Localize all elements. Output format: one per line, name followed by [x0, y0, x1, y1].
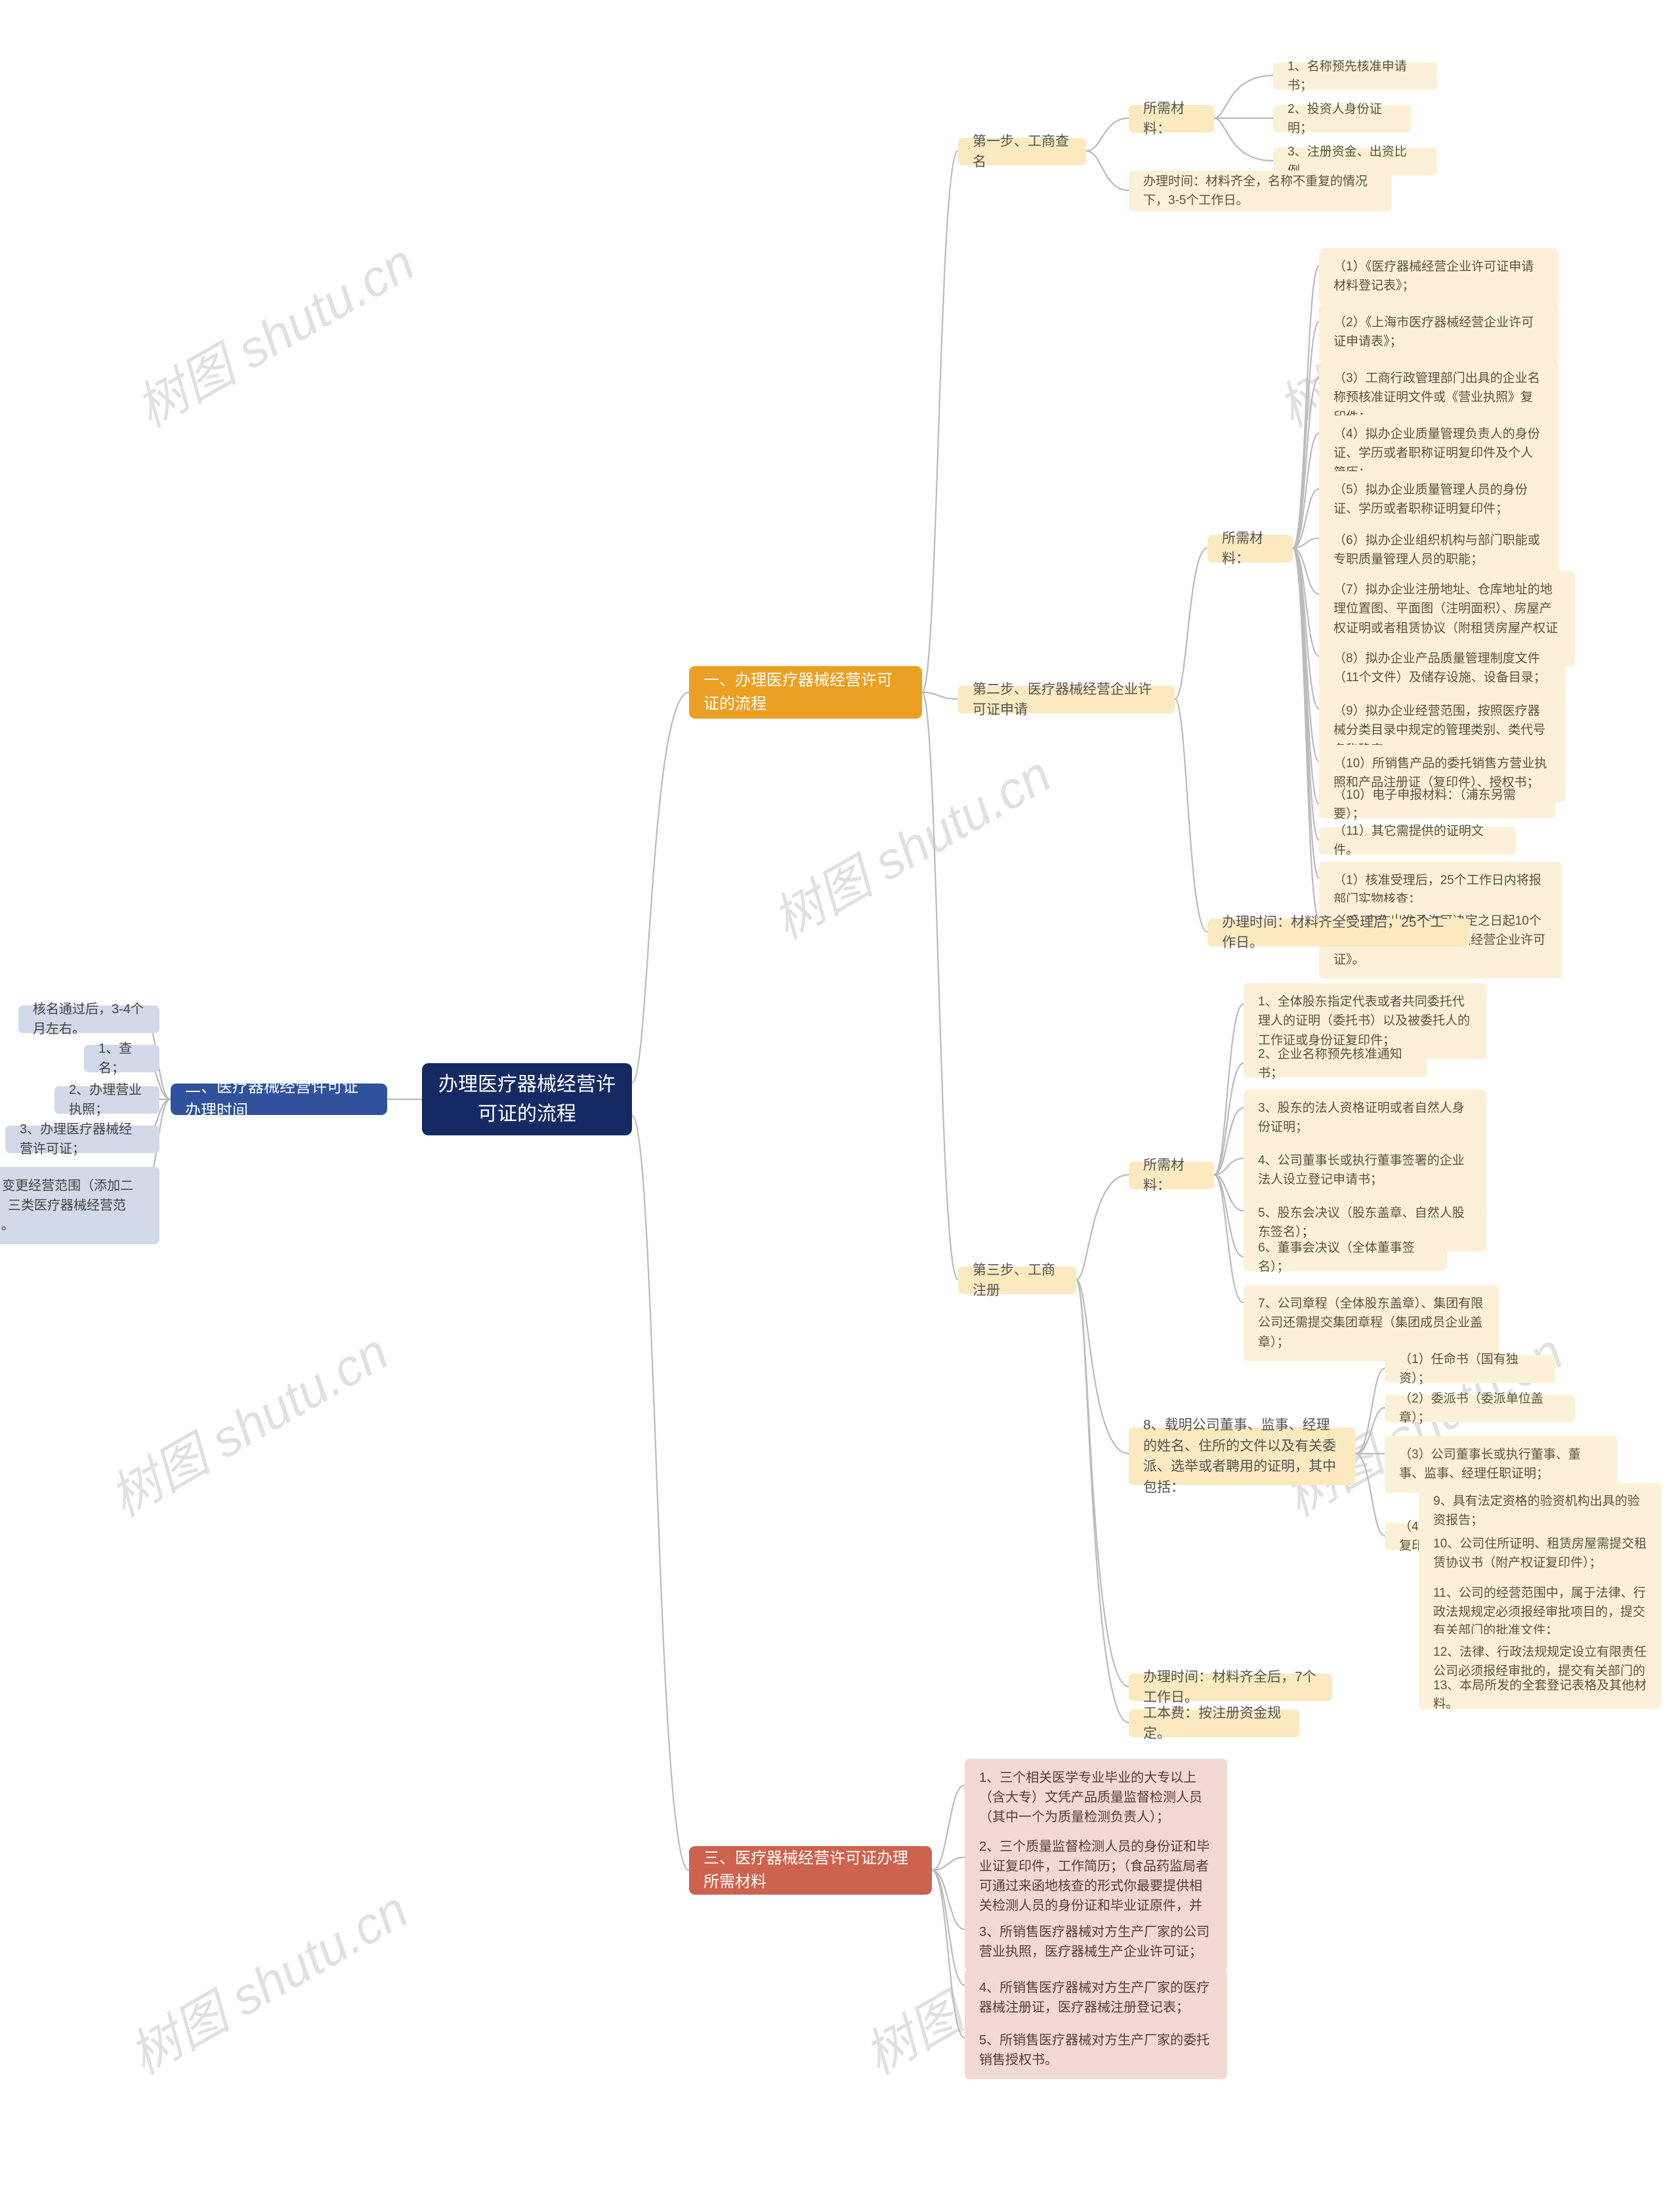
text: 4、公司董事长或执行董事签署的企业法人设立登记申请书；	[1258, 1151, 1472, 1190]
branch-1-label: 一、办理医疗器械经营许可证的流程	[704, 669, 908, 716]
text: 5、股东会决议（股东盖章、自然人股东签名）；	[1258, 1204, 1472, 1242]
b1-step3-materials: 所需材料：	[1129, 1162, 1214, 1189]
b2-i3: 3、办理医疗器械经营许可证；	[5, 1126, 159, 1153]
b1-step1-time: 办理时间：材料齐全，名称不重复的情况下，3-5个工作日。	[1129, 171, 1391, 211]
b1-step2-m5: （5）拟办企业质量管理人员的身份证、学历或者职称证明复印件；	[1319, 471, 1559, 528]
root-title: 办理医疗器械经营许可证的流程	[436, 1070, 618, 1129]
b2-i4: 4、变更经营范围（添加二类、三类医疗器械经营范围）。	[0, 1167, 159, 1244]
mindmap-canvas: 树图 shutu.cn 树图 shutu.cn 树图 shutu.cn 树图 s…	[0, 0, 1680, 2190]
text: 10、公司住所证明、租赁房屋需提交租赁协议书（附产权证复印件）；	[1433, 1535, 1647, 1572]
b1-step1-label: 第一步、工商查名	[973, 131, 1072, 173]
text: （10）电子申报材料：（浦东另需要）；	[1334, 786, 1541, 824]
text: 1、全体股东指定代表或者共同委托代理人的证明（委托书）以及被委托人的工作证或身份…	[1258, 992, 1472, 1050]
b1-step3-m4: 4、公司董事长或执行董事签署的企业法人设立登记申请书；	[1244, 1142, 1486, 1199]
b3-m1: 1、三个相关医学专业毕业的大专以上（含大专）文凭产品质量监督检测人员（其中一个为…	[965, 1759, 1227, 1836]
text: （8）拟办企业产品质量管理制度文件（11个文件）及储存设施、设备目录；	[1334, 649, 1551, 688]
b1-step2-m11: （11）其它需提供的证明文件。	[1319, 827, 1516, 854]
b3-m3: 3、所销售医疗器械对方生产厂家的公司营业执照，医疗器械生产企业许可证；	[965, 1913, 1227, 1971]
text: 11、公司的经营范围中，属于法律、行政法规规定必须报经审批项目的，提交有关部门的…	[1433, 1584, 1647, 1641]
branch-3: 三、医疗器械经营许可证办理所需材料	[689, 1846, 932, 1895]
b3-m4: 4、所销售医疗器械对方生产厂家的医疗器械注册证，医疗器械注册登记表；	[965, 1969, 1227, 2027]
text: 核名通过后，3-4个月左右。	[33, 1000, 145, 1039]
text: 所需材料：	[1222, 528, 1278, 570]
text: 4、所销售医疗器械对方生产厂家的医疗器械注册证，医疗器械注册登记表；	[979, 1978, 1213, 2017]
b1-step2-materials: 所需材料：	[1208, 535, 1293, 562]
branch-2: 二、医疗器械经营许可证办理时间	[171, 1084, 387, 1115]
text: 8、载明公司董事、监事、经理的姓名、住所的文件以及有关委派、选举或者聘用的证明，…	[1143, 1415, 1341, 1498]
b1-step2-m6: （6）拟办企业组织机构与部门职能或专职质量管理人员的职能；	[1319, 522, 1559, 579]
watermark: 树图 shutu.cn	[114, 1870, 419, 2088]
b2-i1: 1、查名；	[84, 1045, 159, 1072]
watermark: 树图 shutu.cn	[94, 1312, 400, 1530]
text: 2、企业名称预先核准通知书；	[1258, 1045, 1413, 1084]
text: 所需材料：	[1143, 1155, 1200, 1196]
text: 13、本局所发的全套登记表格及其他材料。	[1433, 1677, 1647, 1714]
text: （3）公司董事长或执行董事、董事、监事、经理任职证明；	[1399, 1445, 1603, 1484]
b1-step1: 第一步、工商查名	[958, 138, 1086, 165]
text: （1）任命书（国有独资）；	[1399, 1350, 1541, 1389]
text: 办理时间：材料齐全受理后，25个工作日。	[1222, 912, 1456, 954]
b1-step3-m3: 3、股东的法人资格证明或者自然人身份证明；	[1244, 1089, 1486, 1147]
b1-step3-m6: 6、董事会决议（全体董事签名）；	[1244, 1244, 1447, 1271]
b2-i2: 2、办理营业执照；	[54, 1086, 159, 1114]
text: （2）委派书（委派单位盖章）；	[1399, 1389, 1561, 1428]
b1-step2-m1: （1）《医疗器械经营企业许可证申请材料登记表》；	[1319, 248, 1559, 305]
text: （2）《上海市医疗器械经营企业许可证申请表》；	[1334, 313, 1544, 352]
text: 5、所销售医疗器械对方生产厂家的委托销售授权书。	[979, 2031, 1213, 2070]
text: 4、变更经营范围（添加二类、三类医疗器械经营范围）。	[0, 1176, 145, 1235]
b1-step2-m2: （2）《上海市医疗器械经营企业许可证申请表》；	[1319, 304, 1559, 361]
b1-step3-time: 办理时间：材料齐全后，7个工作日。	[1129, 1674, 1332, 1701]
text: 工本费：按注册资金规定。	[1143, 1703, 1285, 1744]
b1-step1-materials-label: 所需材料：	[1143, 98, 1200, 140]
text: 9、具有法定资格的验资机构出具的验资报告；	[1433, 1492, 1647, 1530]
b1-step3-d13: 13、本局所发的全套登记表格及其他材料。	[1419, 1681, 1662, 1709]
text: 第三步、工商注册	[973, 1260, 1062, 1301]
branch-1: 一、办理医疗器械经营许可证的流程	[689, 666, 922, 719]
b1-step3-cost: 工本费：按注册资金规定。	[1129, 1710, 1299, 1737]
b1-step3-m8-s2: （2）委派书（委派单位盖章）；	[1385, 1395, 1575, 1422]
text: 三、医疗器械经营许可证办理所需材料	[704, 1847, 917, 1894]
b1-step2-label: 第二步、医疗器械经营企业许可证申请	[973, 679, 1160, 721]
b1-step3-m8: 8、载明公司董事、监事、经理的姓名、住所的文件以及有关委派、选举或者聘用的证明，…	[1129, 1427, 1355, 1485]
text: 3、办理医疗器械经营许可证；	[20, 1120, 145, 1159]
watermark: 树图 shutu.cn	[757, 734, 1062, 953]
text: （11）其它需提供的证明文件。	[1334, 822, 1502, 860]
text: 3、所销售医疗器械对方生产厂家的公司营业执照，医疗器械生产企业许可证；	[979, 1922, 1213, 1962]
b1-step1-m1: 1、名称预先核准申请书；	[1273, 62, 1437, 90]
text: 1、查名；	[98, 1039, 145, 1078]
text: 二、医疗器械经营许可证办理时间	[185, 1076, 373, 1123]
text: 办理时间：材料齐全后，7个工作日。	[1143, 1667, 1318, 1708]
b1-step1-m2: 2、投资人身份证明；	[1273, 105, 1411, 133]
text: 7、公司章程（全体股东盖章）、集团有限公司还需提交集团章程（集团成员企业盖章）；	[1258, 1294, 1485, 1352]
b3-m5: 5、所销售医疗器械对方生产厂家的委托销售授权书。	[965, 2021, 1227, 2079]
b1-step2-m10b: （10）电子申报材料：（浦东另需要）；	[1319, 791, 1555, 818]
text: 2、办理营业执照；	[69, 1080, 145, 1120]
b2-i0: 核名通过后，3-4个月左右。	[18, 1005, 159, 1033]
b1-step3: 第三步、工商注册	[958, 1267, 1076, 1294]
b1-step3-m2: 2、企业名称预先核准通知书；	[1244, 1050, 1427, 1078]
b1-step2-m8: （8）拟办企业产品质量管理制度文件（11个文件）及储存设施、设备目录；	[1319, 640, 1565, 697]
text: 3、股东的法人资格证明或者自然人身份证明；	[1258, 1099, 1472, 1137]
text: （6）拟办企业组织机构与部门职能或专职质量管理人员的职能；	[1334, 531, 1544, 570]
b1-step3-m8-s1: （1）任命书（国有独资）；	[1385, 1355, 1555, 1383]
text: 1、名称预先核准申请书；	[1288, 57, 1423, 96]
b1-step2-time: 办理时间：材料齐全受理后，25个工作日。	[1208, 919, 1470, 946]
text: （1）《医疗器械经营企业许可证申请材料登记表》；	[1334, 257, 1544, 296]
watermark: 树图 shutu.cn	[121, 222, 426, 441]
b1-step2: 第二步、医疗器械经营企业许可证申请	[958, 686, 1175, 713]
text: 6、董事会决议（全体董事签名）；	[1258, 1238, 1433, 1277]
text: （5）拟办企业质量管理人员的身份证、学历或者职称证明复印件；	[1334, 480, 1544, 519]
text: 办理时间：材料齐全，名称不重复的情况下，3-5个工作日。	[1143, 172, 1377, 211]
b1-step1-materials: 所需材料：	[1129, 105, 1214, 133]
root-node: 办理医疗器械经营许可证的流程	[422, 1063, 632, 1135]
text: 1、三个相关医学专业毕业的大专以上（含大专）文凭产品质量监督检测人员（其中一个为…	[979, 1768, 1213, 1827]
b1-step3-d10: 10、公司住所证明、租赁房屋需提交租赁协议书（附产权证复印件）；	[1419, 1526, 1662, 1582]
text: 2、投资人身份证明；	[1288, 100, 1396, 138]
